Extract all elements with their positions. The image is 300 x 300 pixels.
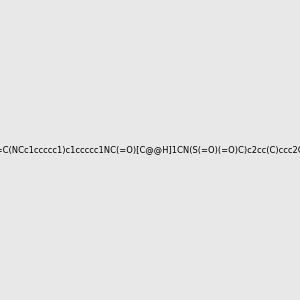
Text: O=C(NCc1ccccc1)c1ccccc1NC(=O)[C@@H]1CN(S(=O)(=O)C)c2cc(C)ccc2O1: O=C(NCc1ccccc1)c1ccccc1NC(=O)[C@@H]1CN(S…	[0, 146, 300, 154]
